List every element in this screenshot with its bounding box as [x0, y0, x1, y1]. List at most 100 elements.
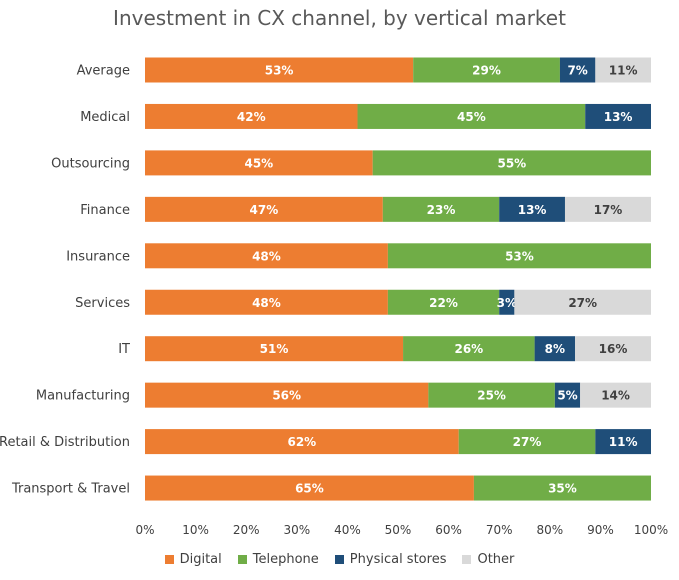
- bar-segment: [357, 103, 586, 129]
- bar-segment: [554, 382, 581, 408]
- data-label: 51%: [260, 342, 289, 356]
- data-label: 26%: [454, 342, 483, 356]
- category-label: Finance: [80, 203, 130, 218]
- bar-segment: [564, 196, 651, 222]
- bar-segment: [595, 57, 651, 83]
- x-tick-label: 100%: [634, 523, 668, 537]
- data-label: 56%: [272, 389, 301, 403]
- data-label: 55%: [497, 156, 526, 170]
- bar-segment: [580, 382, 651, 408]
- x-tick-label: 40%: [334, 523, 361, 537]
- bar-segment: [559, 57, 596, 83]
- category-label: Retail & Distribution: [0, 435, 130, 450]
- bar-segment: [499, 289, 515, 315]
- bar-segment: [145, 382, 429, 408]
- data-label: 25%: [477, 389, 506, 403]
- category-label: Insurance: [66, 249, 130, 264]
- data-label: 11%: [609, 435, 638, 449]
- category-label: Manufacturing: [36, 389, 130, 404]
- bar-segment: [145, 336, 404, 362]
- bar-segment: [473, 475, 651, 501]
- legend-swatch: [334, 555, 344, 564]
- data-label: 42%: [237, 110, 266, 124]
- data-label: 48%: [252, 296, 281, 310]
- x-tick-label: 60%: [435, 523, 462, 537]
- data-label: 47%: [250, 203, 279, 217]
- legend-label: Telephone: [252, 552, 319, 567]
- bar-segment: [595, 429, 651, 455]
- x-tick-label: 90%: [587, 523, 614, 537]
- data-label: 14%: [601, 389, 630, 403]
- data-label: 62%: [287, 435, 316, 449]
- legend-item: Physical stores: [334, 552, 447, 567]
- bar-segment: [499, 196, 565, 222]
- data-label: 7%: [567, 64, 587, 78]
- bar-segment: [145, 429, 459, 455]
- legend-label: Other: [477, 552, 515, 567]
- bar-segment: [575, 336, 651, 362]
- bar-segment: [585, 103, 651, 129]
- data-label: 35%: [548, 482, 577, 496]
- x-tick-label: 0%: [135, 523, 154, 537]
- bar-segment: [387, 289, 500, 315]
- bar-segment: [372, 150, 651, 176]
- bar-segment: [145, 103, 358, 129]
- data-label: 27%: [513, 435, 542, 449]
- bar-segment: [428, 382, 555, 408]
- category-label: IT: [118, 342, 130, 357]
- category-label: Average: [77, 64, 130, 79]
- data-label: 8%: [545, 342, 565, 356]
- data-label: 23%: [427, 203, 456, 217]
- bar-segment: [145, 57, 414, 83]
- chart-legend: Digital Telephone Physical stores Other: [0, 552, 679, 567]
- data-label: 11%: [609, 64, 638, 78]
- bar-segment: [145, 289, 388, 315]
- bar-segment: [145, 196, 383, 222]
- data-label: 45%: [457, 110, 486, 124]
- category-label: Medical: [80, 110, 130, 125]
- x-tick-label: 30%: [283, 523, 310, 537]
- bar-segment: [145, 150, 373, 176]
- category-label: Services: [75, 296, 130, 311]
- data-label: 53%: [265, 64, 294, 78]
- x-tick-label: 10%: [182, 523, 209, 537]
- bar-segment: [403, 336, 535, 362]
- bar-segment: [382, 196, 500, 222]
- data-label: 22%: [429, 296, 458, 310]
- legend-swatch: [164, 555, 174, 564]
- bar-segment: [145, 475, 474, 501]
- data-label: 17%: [594, 203, 623, 217]
- legend-item: Other: [462, 552, 514, 567]
- data-label: 48%: [252, 249, 281, 263]
- x-tick-label: 20%: [233, 523, 260, 537]
- chart-title: Investment in CX channel, by vertical ma…: [113, 6, 566, 30]
- legend-label: Digital: [179, 552, 222, 567]
- legend-item: Telephone: [237, 552, 319, 567]
- bar-segment: [387, 243, 651, 269]
- legend-swatch: [237, 555, 247, 564]
- data-label: 13%: [518, 203, 547, 217]
- data-label: 13%: [604, 110, 633, 124]
- bar-segment: [514, 289, 651, 315]
- data-label: 27%: [568, 296, 597, 310]
- bar-segment: [145, 243, 388, 269]
- legend-item: Digital: [164, 552, 222, 567]
- data-label: 16%: [599, 342, 628, 356]
- data-label: 3%: [497, 296, 517, 310]
- data-label: 45%: [244, 156, 273, 170]
- bar-segment: [413, 57, 560, 83]
- data-label: 29%: [472, 64, 501, 78]
- category-label: Transport & Travel: [11, 482, 130, 497]
- bar-segment: [534, 336, 576, 362]
- data-label: 5%: [557, 389, 577, 403]
- x-tick-label: 70%: [486, 523, 513, 537]
- legend-swatch: [462, 555, 472, 564]
- x-tick-label: 80%: [536, 523, 563, 537]
- data-label: 53%: [505, 249, 534, 263]
- legend-label: Physical stores: [349, 552, 447, 567]
- bar-segment: [458, 429, 596, 455]
- data-label: 65%: [295, 482, 324, 496]
- category-label: Outsourcing: [51, 156, 130, 171]
